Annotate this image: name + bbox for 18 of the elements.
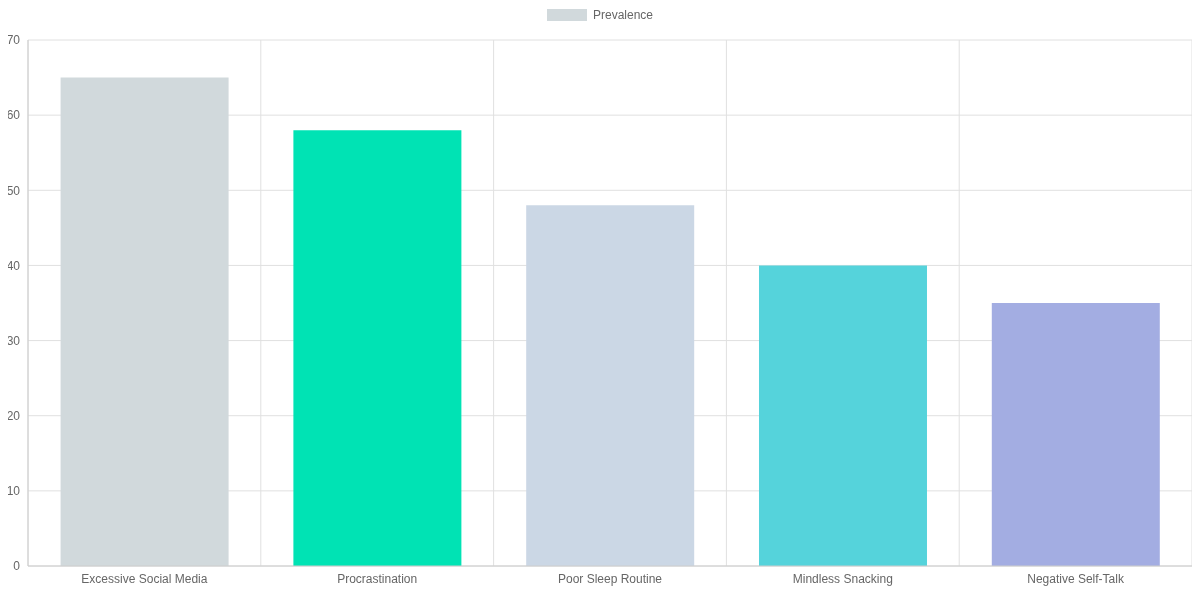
y-tick-label: 20 (6, 408, 21, 423)
x-tick-label: Mindless Snacking (792, 571, 893, 586)
x-tick-label: Negative Self-Talk (1027, 571, 1125, 586)
bar (526, 205, 695, 566)
y-tick-label: 60 (6, 108, 21, 123)
y-tick-label: 70 (6, 33, 21, 48)
x-tick-label: Procrastination (337, 571, 418, 586)
x-tick-label: Excessive Social Media (81, 571, 208, 586)
legend-label: Prevalence (592, 8, 654, 22)
bar (758, 265, 927, 566)
y-tick-label: 50 (6, 183, 21, 198)
y-tick-label: 30 (6, 333, 21, 348)
bar (293, 130, 462, 566)
y-tick-label: 10 (6, 484, 21, 499)
bar (991, 303, 1160, 566)
bar (60, 77, 229, 566)
y-tick-label: 0 (13, 559, 21, 574)
x-tick-label: Poor Sleep Routine (557, 571, 663, 586)
